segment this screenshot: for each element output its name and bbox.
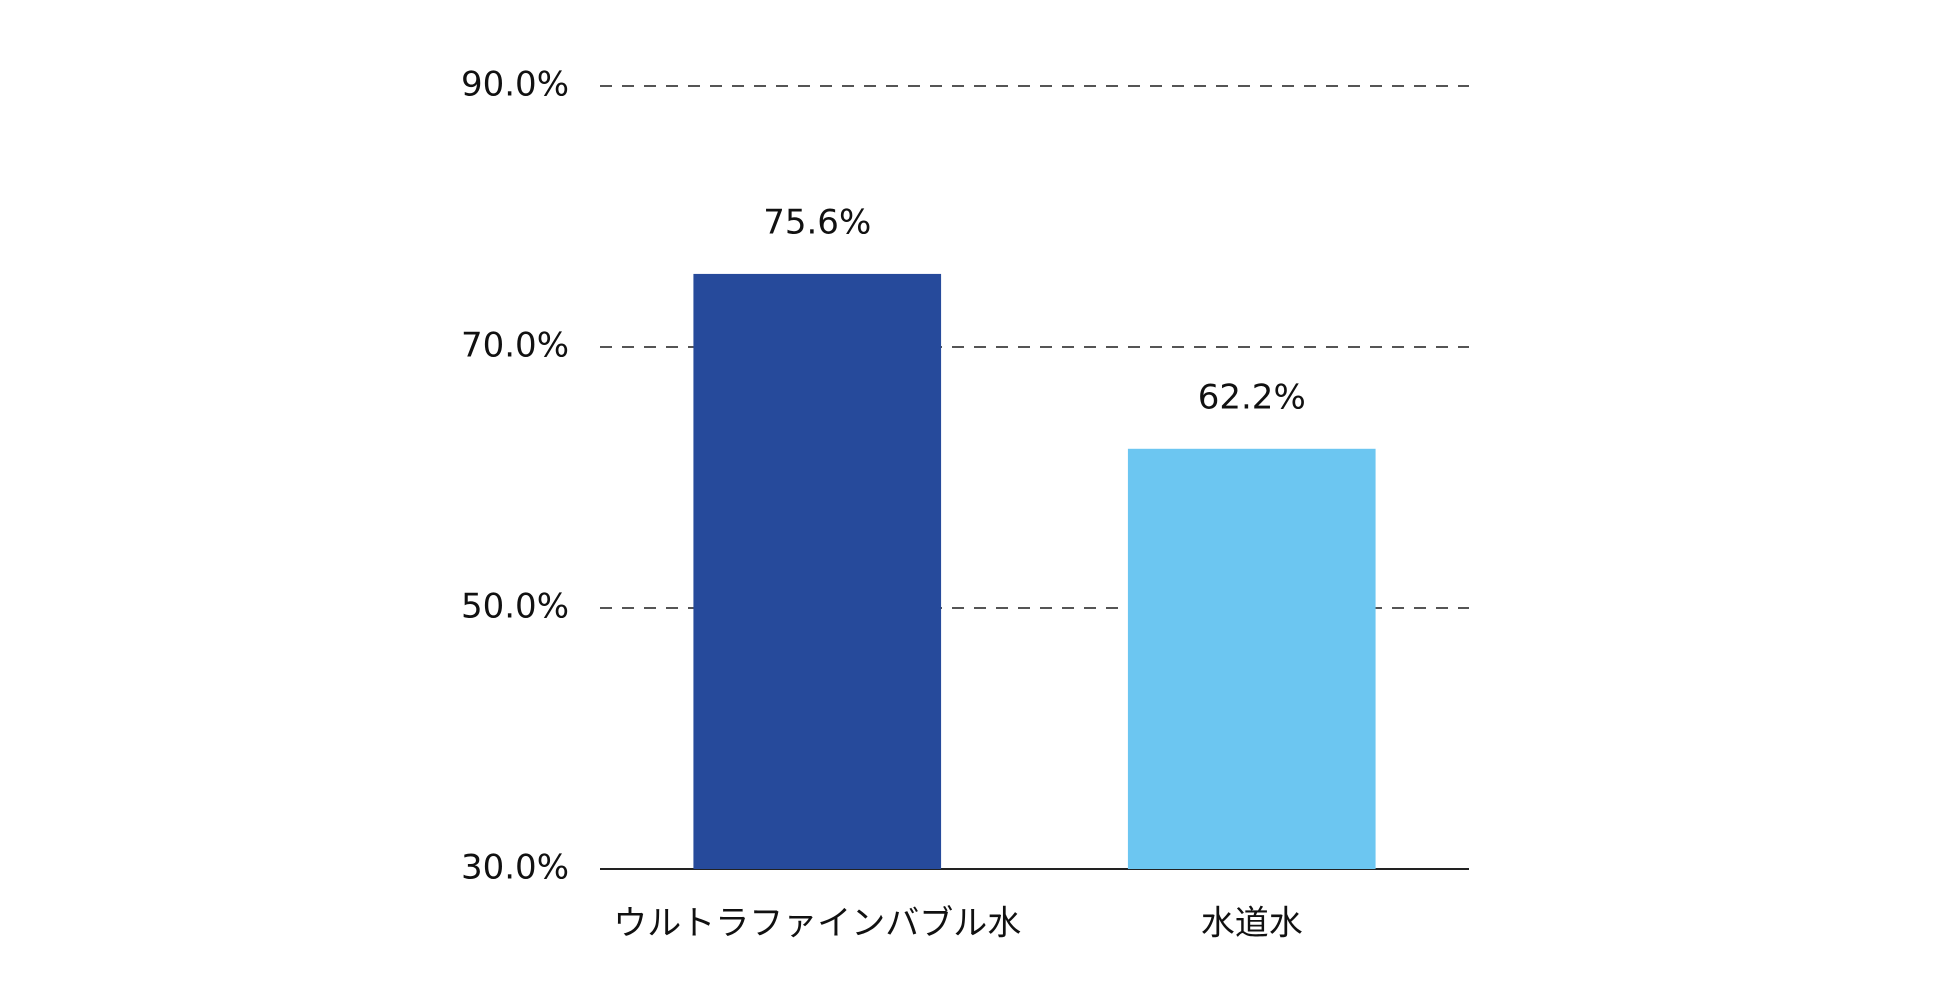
value-label: 62.2% (1198, 377, 1306, 417)
y-tick-label: 70.0% (461, 326, 569, 366)
y-tick-label: 30.0% (461, 848, 569, 888)
y-tick-label: 50.0% (461, 587, 569, 627)
bar (693, 273, 942, 869)
x-tick-label: ウルトラファインバブル水 (613, 904, 1021, 944)
bar (1127, 448, 1376, 869)
y-tick-label: 90.0% (461, 65, 569, 105)
x-tick-label: 水道水 (1201, 904, 1303, 944)
value-label: 75.6% (763, 202, 871, 242)
